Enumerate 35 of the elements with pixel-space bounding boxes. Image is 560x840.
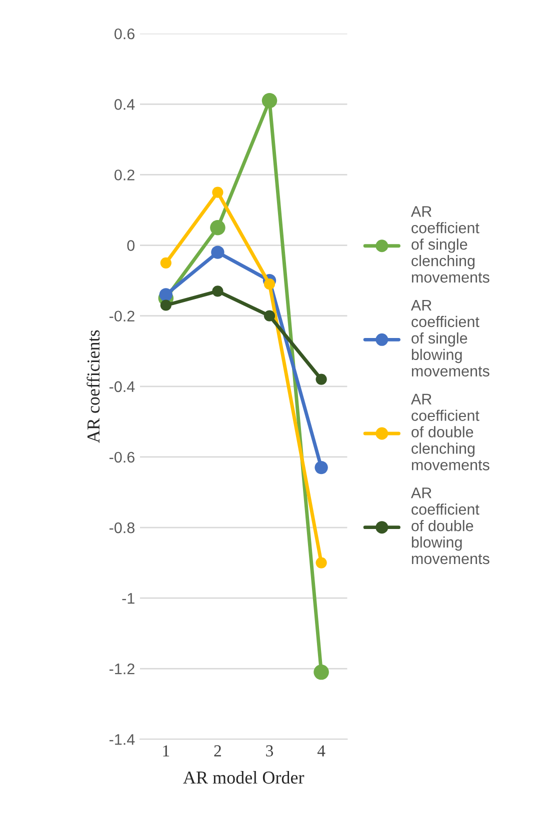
point <box>210 220 226 236</box>
legend-label: AR coefficient of single clenching movements <box>410 206 490 283</box>
y-tick-label: -0.8 <box>109 522 134 534</box>
y-tick-label: -0.4 <box>109 381 135 392</box>
point <box>160 257 172 268</box>
y-tick-label: 0.6 <box>114 28 134 40</box>
point <box>264 310 276 322</box>
point <box>160 300 172 311</box>
y-tick-label: -0.2 <box>109 310 134 322</box>
y-tick-label: -1 <box>122 593 134 604</box>
legend-label: AR coefficient of single blowing movements <box>410 300 490 377</box>
x-tick-label: 4 <box>317 745 326 756</box>
point <box>212 286 224 297</box>
y-axis-title: AR coefficients <box>86 330 100 443</box>
point <box>316 557 327 568</box>
point <box>264 278 276 290</box>
y-tick-label: -1.2 <box>109 664 134 674</box>
y-tick-label: 0.4 <box>114 99 135 110</box>
point <box>212 186 224 198</box>
legend-label: AR coefficient of double blowing movements <box>410 488 490 564</box>
point <box>159 288 172 302</box>
x-axis-title: AR model Order <box>183 770 304 784</box>
point <box>314 664 329 680</box>
x-tick-label: 2 <box>214 745 221 756</box>
point <box>262 92 278 108</box>
y-tick-label: 0 <box>127 240 135 251</box>
point <box>314 460 328 474</box>
y-tick-label: -0.6 <box>109 452 134 463</box>
legend-label: AR coefficient of double clenching movements <box>410 394 490 470</box>
x-tick-label: 1 <box>163 745 170 756</box>
x-tick-label: 3 <box>266 745 274 756</box>
y-tick-label: -1.4 <box>109 734 135 745</box>
point <box>316 374 327 385</box>
y-tick-label: 0.2 <box>114 170 134 180</box>
point <box>211 246 224 259</box>
